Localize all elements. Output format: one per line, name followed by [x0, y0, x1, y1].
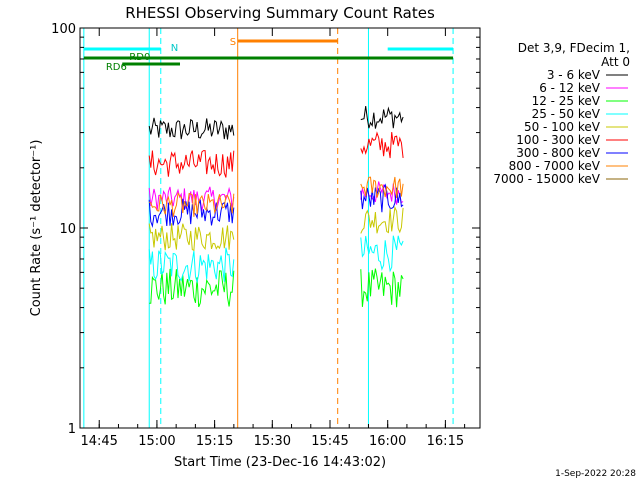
series-trace-0-0 — [148, 117, 235, 140]
series-trace-3-0 — [148, 247, 235, 284]
x-tick-label-2: 15:15 — [196, 434, 233, 449]
series-trace-5-1 — [360, 131, 404, 159]
flag-label-s: S — [230, 37, 236, 48]
x-tick-label-4: 15:45 — [311, 434, 348, 449]
legend-label-7: 800 - 7000 keV — [509, 159, 601, 173]
flag-label-rd0: RD0 — [129, 52, 150, 63]
x-tick-label-5: 16:00 — [369, 434, 406, 449]
legend-label-4: 50 - 100 keV — [524, 120, 601, 134]
legend-header-line2: Att 0 — [601, 55, 630, 69]
series-trace-7-0 — [148, 192, 235, 218]
series-trace-2-0 — [149, 268, 235, 308]
y-tick-label-1: 10 — [59, 222, 76, 237]
x-tick-label-3: 15:30 — [254, 434, 291, 449]
series-trace-3-1 — [360, 235, 404, 273]
series-trace-4-1 — [360, 205, 404, 234]
legend-label-5: 100 - 300 keV — [516, 133, 600, 147]
flag-label-n: N — [171, 43, 178, 54]
series-trace-2-1 — [360, 268, 404, 308]
legend-label-3: 25 - 50 keV — [532, 107, 601, 121]
legend-label-1: 6 - 12 keV — [539, 81, 601, 95]
flag-label-rd6: RD6 — [106, 62, 127, 73]
y-tick-label-2: 100 — [51, 22, 76, 37]
legend-label-6: 300 - 800 keV — [516, 146, 600, 160]
legend-label-0: 3 - 6 keV — [547, 68, 601, 82]
series-trace-6-1 — [360, 183, 404, 213]
series-trace-0-1 — [360, 106, 404, 129]
legend-header-line1: Det 3,9, FDecim 1, — [518, 41, 630, 55]
chart-title: RHESSI Observing Summary Count Rates — [125, 4, 435, 22]
legend-label-2: 12 - 25 keV — [532, 94, 601, 108]
plot-frame — [79, 27, 481, 429]
y-tick-label-0: 1 — [68, 422, 76, 437]
y-axis-label: Count Rate (s⁻¹ detector⁻¹) — [29, 140, 44, 317]
series-trace-5-0 — [148, 150, 235, 178]
x-tick-label-1: 15:00 — [138, 434, 175, 449]
series-trace-7-1 — [360, 176, 404, 198]
x-tick-label-0: 14:45 — [80, 434, 117, 449]
x-axis-label: Start Time (23-Dec-16 14:43:02) — [174, 455, 386, 470]
x-tick-label-6: 16:15 — [427, 434, 464, 449]
legend-label-8: 7000 - 15000 keV — [493, 172, 600, 186]
footer-date: 1-Sep-2022 20:28 — [555, 469, 636, 479]
series-trace-4-0 — [148, 223, 235, 252]
